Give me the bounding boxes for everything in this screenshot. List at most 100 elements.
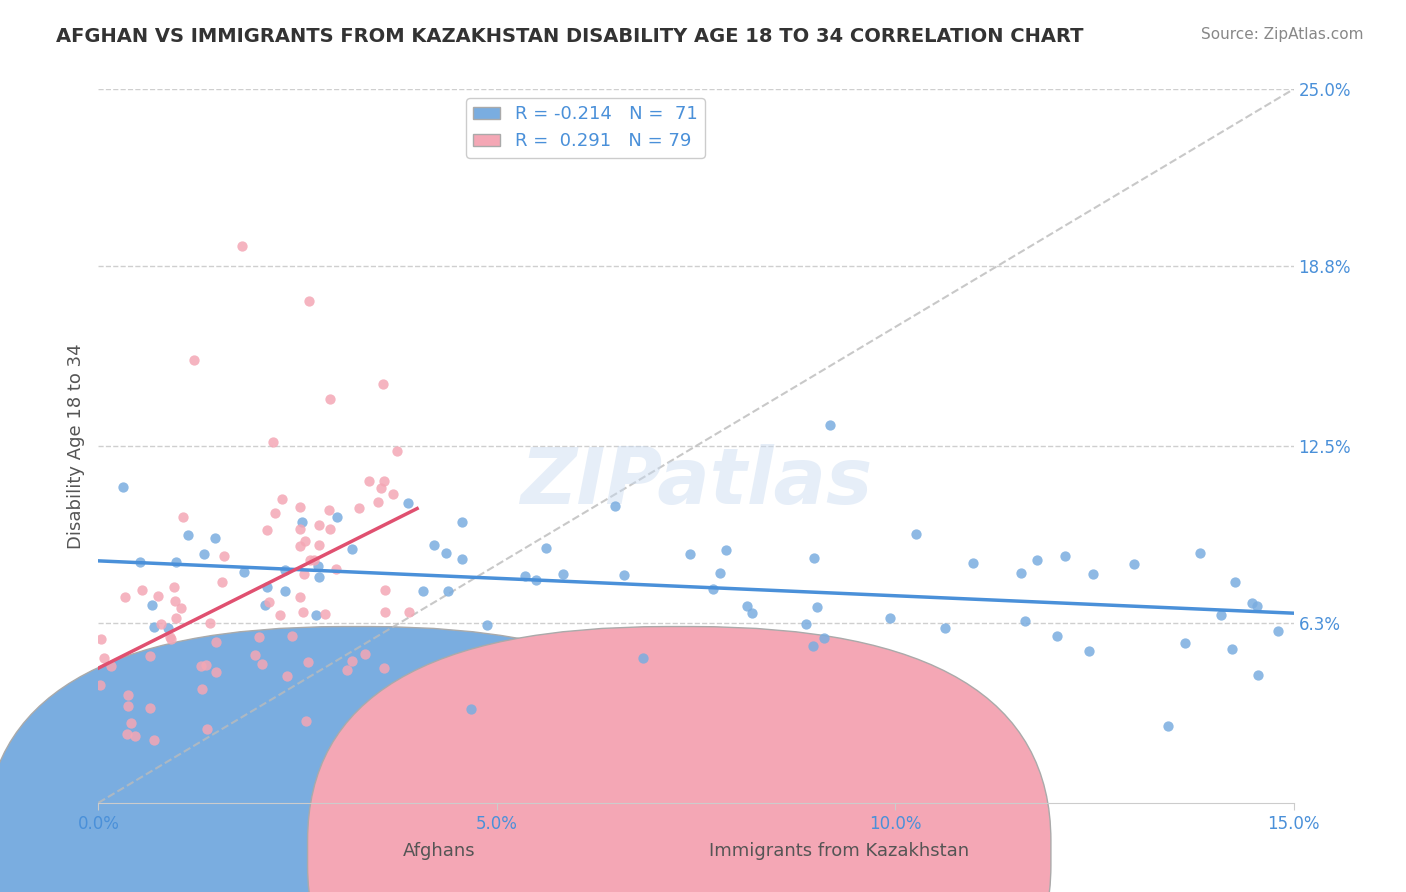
- Point: [371, 377, 394, 392]
- Point: [274, 584, 297, 599]
- Point: [204, 634, 226, 648]
- Point: [340, 541, 363, 556]
- Point: [117, 688, 139, 702]
- Point: [524, 574, 547, 588]
- Point: [276, 669, 298, 683]
- Point: [195, 658, 218, 673]
- Point: [367, 494, 389, 508]
- Point: [100, 659, 122, 673]
- Point: [204, 665, 226, 680]
- Point: [176, 528, 198, 542]
- Point: [373, 661, 395, 675]
- Point: [93, 651, 115, 665]
- Point: [801, 639, 824, 653]
- Text: Source: ZipAtlas.com: Source: ZipAtlas.com: [1201, 27, 1364, 42]
- Point: [322, 641, 344, 656]
- Point: [117, 699, 139, 714]
- Point: [385, 444, 408, 458]
- Point: [374, 582, 396, 597]
- Point: [325, 562, 347, 576]
- Point: [307, 558, 329, 573]
- Point: [90, 632, 112, 646]
- Point: [262, 434, 284, 449]
- Point: [212, 549, 235, 563]
- Point: [156, 621, 179, 635]
- Point: [1053, 549, 1076, 563]
- Point: [318, 502, 340, 516]
- Point: [336, 663, 359, 677]
- Point: [305, 607, 328, 622]
- Point: [319, 392, 342, 406]
- Point: [551, 566, 574, 581]
- Point: [396, 495, 419, 509]
- Point: [256, 523, 278, 537]
- Point: [250, 657, 273, 671]
- Point: [613, 567, 636, 582]
- Point: [233, 566, 256, 580]
- Point: [1174, 635, 1197, 649]
- Point: [813, 632, 835, 646]
- Point: [1157, 719, 1180, 733]
- Point: [1223, 574, 1246, 589]
- Point: [290, 590, 312, 604]
- Point: [633, 651, 655, 665]
- Point: [120, 716, 142, 731]
- Point: [905, 527, 928, 541]
- Point: [1211, 608, 1233, 623]
- Legend: R = -0.214   N =  71, R =  0.291   N = 79: R = -0.214 N = 71, R = 0.291 N = 79: [465, 98, 704, 158]
- Point: [254, 598, 277, 612]
- Point: [190, 658, 212, 673]
- Point: [709, 566, 731, 580]
- Point: [603, 499, 626, 513]
- Point: [290, 540, 312, 554]
- Point: [382, 486, 405, 500]
- Point: [308, 517, 330, 532]
- Point: [1246, 668, 1268, 682]
- Text: AFGHAN VS IMMIGRANTS FROM KAZAKHSTAN DISABILITY AGE 18 TO 34 CORRELATION CHART: AFGHAN VS IMMIGRANTS FROM KAZAKHSTAN DIS…: [56, 27, 1084, 45]
- Point: [357, 475, 380, 489]
- Point: [89, 677, 111, 691]
- Point: [294, 534, 316, 549]
- Text: Afghans: Afghans: [402, 842, 475, 860]
- Point: [165, 593, 187, 607]
- Point: [412, 584, 434, 599]
- Point: [304, 553, 326, 567]
- Point: [183, 353, 205, 368]
- Point: [159, 632, 181, 646]
- Point: [436, 584, 458, 599]
- Point: [962, 556, 984, 570]
- Point: [803, 551, 825, 566]
- Point: [477, 617, 499, 632]
- Point: [291, 516, 314, 530]
- Point: [370, 481, 392, 495]
- Point: [1267, 624, 1289, 638]
- Point: [735, 599, 758, 613]
- Point: [714, 543, 737, 558]
- Point: [513, 569, 536, 583]
- Point: [115, 726, 138, 740]
- Point: [353, 647, 375, 661]
- FancyBboxPatch shape: [0, 626, 728, 892]
- Point: [159, 630, 181, 644]
- Point: [319, 523, 342, 537]
- Point: [1083, 567, 1105, 582]
- Point: [1222, 642, 1244, 657]
- Point: [146, 589, 169, 603]
- Point: [141, 598, 163, 612]
- Point: [741, 606, 763, 620]
- Point: [292, 566, 315, 581]
- Point: [288, 500, 311, 514]
- Point: [204, 531, 226, 545]
- Point: [340, 654, 363, 668]
- Point: [1189, 546, 1212, 560]
- Point: [451, 551, 474, 566]
- Point: [169, 600, 191, 615]
- Point: [451, 515, 474, 529]
- Point: [165, 555, 187, 569]
- Point: [326, 509, 349, 524]
- Point: [114, 590, 136, 604]
- Point: [149, 616, 172, 631]
- Point: [702, 582, 724, 596]
- Point: [1025, 552, 1047, 566]
- Point: [1246, 599, 1268, 613]
